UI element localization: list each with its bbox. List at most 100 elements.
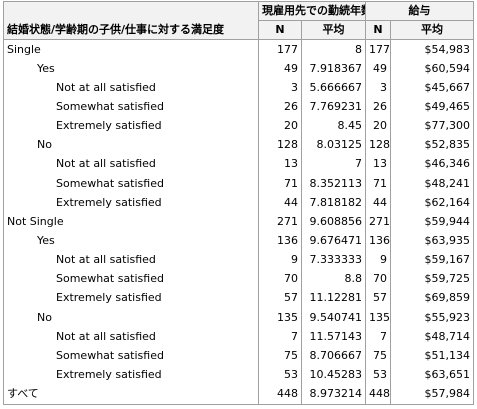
tenure-mean-cell: 10.45283 [301, 365, 366, 385]
salary-mean-cell: $49,465 [390, 97, 474, 117]
table-row: Extremely satisfied 53 10.45283 53 $63,651 [3, 365, 474, 385]
salary-n-cell: 448 [365, 384, 391, 405]
header-stat-row: N 平均 N 平均 [4, 20, 474, 40]
salary-mean-cell: $45,667 [390, 78, 474, 98]
tenure-n-cell: 49 [258, 59, 302, 79]
row-label: Not at all satisfied [3, 327, 259, 347]
row-label: Extremely satisfied [3, 288, 259, 308]
table-row: Extremely satisfied 57 11.12281 57 $69,859 [3, 288, 474, 308]
tenure-n-cell: 128 [258, 135, 302, 155]
salary-n-cell: 13 [365, 154, 391, 175]
salary-mean-cell: $62,164 [390, 193, 474, 213]
salary-n-cell: 3 [365, 78, 391, 98]
salary-mean-cell: $59,725 [390, 269, 474, 289]
salary-n-cell: 57 [365, 288, 391, 308]
salary-n-cell: 53 [365, 365, 391, 385]
salary-mean-cell: $54,983 [390, 39, 474, 60]
salary-n-cell: 177 [365, 39, 391, 60]
table-row: すべて 448 8.973214 448 $57,984 [3, 384, 474, 405]
tenure-mean-cell: 8.706667 [301, 346, 366, 366]
salary-mean-cell: $48,714 [390, 327, 474, 347]
row-header: 結婚状態/学齢期の子供/仕事に対する満足度 [3, 1, 259, 40]
table-row: Single 177 8 177 $54,983 [3, 39, 474, 60]
tenure-mean-cell: 7 [301, 154, 366, 175]
tenure-n-cell: 57 [258, 288, 302, 308]
group-header-salary: 給与 [365, 1, 474, 21]
group-header-tenure: 現雇用先での勤続年数 [258, 1, 366, 21]
table-row: Not at all satisfied 9 7.333333 9 $59,167 [3, 250, 474, 270]
tenure-mean-cell: 8.352113 [301, 174, 366, 194]
tenure-mean-cell: 7.769231 [301, 97, 366, 117]
table-row: Extremely satisfied 44 7.818182 44 $62,164 [3, 193, 474, 213]
tenure-mean-cell: 8 [301, 39, 366, 60]
tenure-mean-cell: 8.973214 [301, 384, 366, 405]
tenure-mean-cell: 5.666667 [301, 78, 366, 98]
row-label: Extremely satisfied [3, 116, 259, 136]
row-label: Extremely satisfied [3, 193, 259, 213]
salary-mean-cell: $57,984 [390, 384, 474, 405]
tenure-n-cell: 53 [258, 365, 302, 385]
table-row: No 128 8.03125 128 $52,835 [3, 135, 474, 155]
table-row: Not Single 271 9.608856 271 $59,944 [3, 212, 474, 232]
table-row: Not at all satisfied 13 7 13 $46,346 [3, 154, 474, 175]
tenure-mean-cell: 8.03125 [301, 135, 366, 155]
salary-mean-cell: $77,300 [390, 116, 474, 136]
salary-n-cell: 49 [365, 59, 391, 79]
row-label: Somewhat satisfied [3, 269, 259, 289]
salary-n-cell: 135 [365, 308, 391, 328]
row-label: Not at all satisfied [3, 78, 259, 98]
salary-mean-cell: $63,651 [390, 365, 474, 385]
col-header-mean-salary: 平均 [390, 20, 474, 40]
salary-mean-cell: $59,944 [390, 212, 474, 232]
tenure-mean-cell: 8.45 [301, 116, 366, 136]
tenure-n-cell: 135 [258, 308, 302, 328]
tenure-n-cell: 26 [258, 97, 302, 117]
salary-n-cell: 70 [365, 269, 391, 289]
tenure-n-cell: 20 [258, 116, 302, 136]
salary-n-cell: 9 [365, 250, 391, 270]
salary-n-cell: 20 [365, 116, 391, 136]
row-label: Not Single [3, 212, 259, 232]
tenure-n-cell: 177 [258, 39, 302, 60]
table-row: Somewhat satisfied 71 8.352113 71 $48,241 [3, 174, 474, 194]
tenure-mean-cell: 7.918367 [301, 59, 366, 79]
tenure-mean-cell: 7.818182 [301, 193, 366, 213]
salary-n-cell: 271 [365, 212, 391, 232]
row-label: Yes [3, 59, 259, 79]
tenure-n-cell: 9 [258, 250, 302, 270]
tenure-n-cell: 448 [258, 384, 302, 405]
row-label: すべて [3, 384, 259, 405]
table-row: Somewhat satisfied 70 8.8 70 $59,725 [3, 269, 474, 289]
tenure-mean-cell: 11.57143 [301, 327, 366, 347]
row-label: Somewhat satisfied [3, 97, 259, 117]
row-label: Not at all satisfied [3, 154, 259, 175]
salary-mean-cell: $52,835 [390, 135, 474, 155]
salary-mean-cell: $63,935 [390, 231, 474, 251]
salary-n-cell: 75 [365, 346, 391, 366]
header-group-row: 結婚状態/学齢期の子供/仕事に対する満足度 現雇用先での勤続年数 給与 [3, 1, 474, 40]
salary-mean-cell: $55,923 [390, 308, 474, 328]
row-label: Somewhat satisfied [3, 346, 259, 366]
tenure-n-cell: 71 [258, 174, 302, 194]
tenure-mean-cell: 11.12281 [301, 288, 366, 308]
tenure-n-cell: 70 [258, 269, 302, 289]
tenure-n-cell: 75 [258, 346, 302, 366]
tenure-n-cell: 271 [258, 212, 302, 232]
salary-mean-cell: $51,134 [390, 346, 474, 366]
tenure-n-cell: 136 [258, 231, 302, 251]
tenure-n-cell: 13 [258, 154, 302, 175]
table-row: Not at all satisfied 7 11.57143 7 $48,714 [3, 327, 474, 347]
table-row: Yes 49 7.918367 49 $60,594 [3, 59, 474, 79]
salary-n-cell: 136 [365, 231, 391, 251]
salary-mean-cell: $69,859 [390, 288, 474, 308]
table-row: Somewhat satisfied 75 8.706667 75 $51,134 [3, 346, 474, 366]
salary-n-cell: 26 [365, 97, 391, 117]
salary-n-cell: 7 [365, 327, 391, 347]
tenure-n-cell: 3 [258, 78, 302, 98]
col-header-mean-tenure: 平均 [301, 20, 366, 40]
col-header-n-tenure: N [258, 20, 302, 40]
table-row: No 135 9.540741 135 $55,923 [3, 308, 474, 328]
table-row: Not at all satisfied 3 5.666667 3 $45,667 [3, 78, 474, 98]
row-label: Extremely satisfied [3, 365, 259, 385]
tenure-n-cell: 44 [258, 193, 302, 213]
